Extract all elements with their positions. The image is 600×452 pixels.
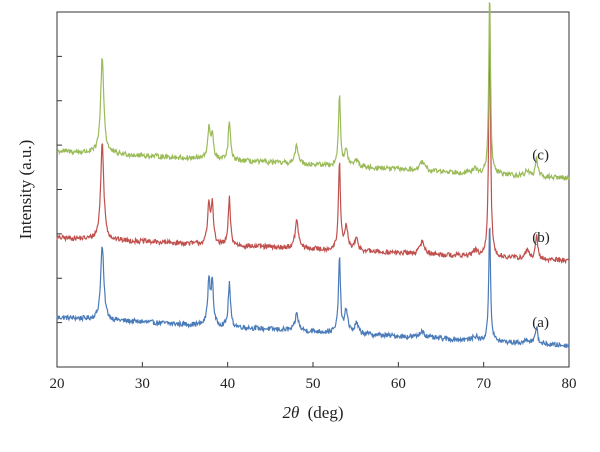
series-line-b <box>56 26 570 265</box>
plot-area: 20 30 40 50 60 70 80 (a) (b) (c) <box>50 1 577 392</box>
x-tick-label: 70 <box>476 376 491 392</box>
x-tick-label: 50 <box>306 376 321 392</box>
series-label-a: (a) <box>532 315 549 331</box>
series-label-b: (b) <box>532 230 550 246</box>
x-tick-label: 20 <box>50 376 65 392</box>
series-label-c: (c) <box>532 148 549 164</box>
series-labels: (a) (b) (c) <box>532 148 550 332</box>
series-line-c <box>56 1 570 182</box>
x-tick-label: 40 <box>220 376 235 392</box>
x-tick-label: 80 <box>562 376 577 392</box>
x-axis-unit: (deg) <box>308 403 344 422</box>
y-axis-title: Intensity (a.u.) <box>16 140 35 240</box>
x-tick-label: 30 <box>135 376 150 392</box>
y-axis-ticks <box>57 55 62 324</box>
x-axis-ticks: 20 30 40 50 60 70 80 <box>50 362 577 392</box>
x-axis-variable: 2θ <box>283 403 300 422</box>
x-tick-label: 60 <box>391 376 406 392</box>
plot-frame <box>56 11 570 368</box>
series-lines <box>56 1 570 349</box>
x-axis-title: 2θ (deg) <box>283 403 344 422</box>
series-line-a <box>56 227 570 349</box>
